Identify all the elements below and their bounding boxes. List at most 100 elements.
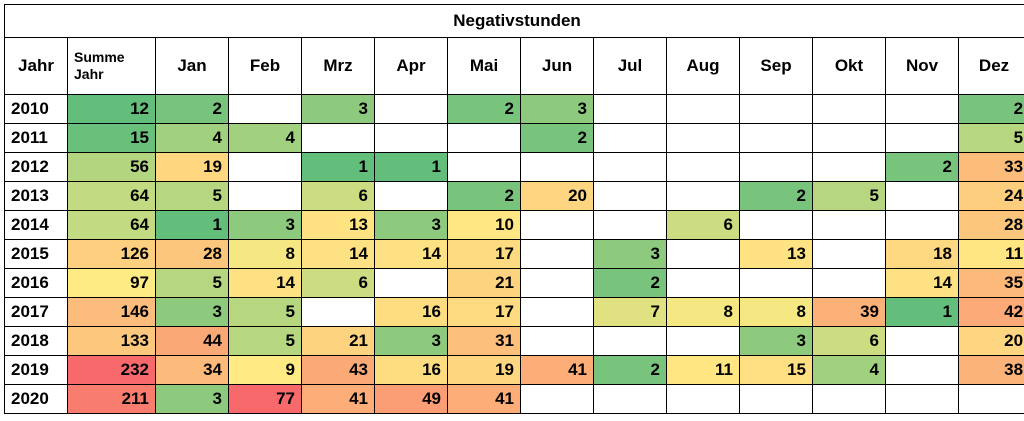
month-cell: 21 xyxy=(447,268,521,298)
month-cell xyxy=(301,123,375,153)
month-cell: 2 xyxy=(957,94,1024,124)
sum-cell: 133 xyxy=(67,326,156,356)
month-cell: 3 xyxy=(593,239,667,269)
month-cell: 20 xyxy=(520,181,594,211)
year-cell: 2014 xyxy=(4,210,68,240)
month-cell: 14 xyxy=(301,239,375,269)
month-cell: 3 xyxy=(301,94,375,124)
month-cell xyxy=(520,239,594,269)
month-cell xyxy=(812,268,886,298)
header-month-aug: Aug xyxy=(666,37,740,95)
month-cell: 19 xyxy=(447,355,521,385)
month-cell: 31 xyxy=(447,326,521,356)
month-cell: 19 xyxy=(155,152,229,182)
month-cell: 21 xyxy=(301,326,375,356)
month-cell: 10 xyxy=(447,210,521,240)
year-cell: 2013 xyxy=(4,181,68,211)
month-cell: 1 xyxy=(155,210,229,240)
sum-cell: 97 xyxy=(67,268,156,298)
month-cell xyxy=(447,152,521,182)
month-cell: 41 xyxy=(520,355,594,385)
month-cell xyxy=(228,94,302,124)
month-cell: 2 xyxy=(593,355,667,385)
month-cell xyxy=(739,210,813,240)
table-row: 2019 232 34 9 43 16 19 41 2 11 15 4 38 xyxy=(4,355,1024,385)
header-month-apr: Apr xyxy=(374,37,448,95)
month-cell: 4 xyxy=(155,123,229,153)
month-cell: 3 xyxy=(520,94,594,124)
month-cell: 3 xyxy=(155,384,229,414)
month-cell: 15 xyxy=(739,355,813,385)
month-cell: 3 xyxy=(374,210,448,240)
month-cell xyxy=(374,123,448,153)
month-cell xyxy=(666,152,740,182)
month-cell: 20 xyxy=(957,326,1024,356)
month-cell: 14 xyxy=(885,268,959,298)
month-cell: 2 xyxy=(155,94,229,124)
month-cell: 2 xyxy=(885,152,959,182)
month-cell xyxy=(520,210,594,240)
header-month-jul: Jul xyxy=(593,37,667,95)
year-cell: 2011 xyxy=(4,123,68,153)
table-row: 2018 133 44 5 21 3 31 3 6 20 xyxy=(4,326,1024,356)
month-cell: 4 xyxy=(812,355,886,385)
month-cell: 13 xyxy=(301,210,375,240)
sum-cell: 64 xyxy=(67,181,156,211)
year-cell: 2018 xyxy=(4,326,68,356)
month-cell: 18 xyxy=(885,239,959,269)
month-cell xyxy=(301,297,375,327)
sum-cell: 64 xyxy=(67,210,156,240)
month-cell xyxy=(374,94,448,124)
month-cell: 2 xyxy=(739,181,813,211)
month-cell: 4 xyxy=(228,123,302,153)
month-cell xyxy=(666,268,740,298)
header-month-nov: Nov xyxy=(885,37,959,95)
year-cell: 2015 xyxy=(4,239,68,269)
header-jahr: Jahr xyxy=(4,37,68,95)
month-cell: 3 xyxy=(155,297,229,327)
header-summe-jahr: Summe Jahr xyxy=(67,37,156,95)
month-cell: 42 xyxy=(957,297,1024,327)
month-cell: 6 xyxy=(812,326,886,356)
sum-cell: 15 xyxy=(67,123,156,153)
header-month-mai: Mai xyxy=(447,37,521,95)
table-row: 2017 146 3 5 16 17 7 8 8 39 1 42 xyxy=(4,297,1024,327)
month-cell xyxy=(520,152,594,182)
table-row: 2013 64 5 6 2 20 2 5 24 xyxy=(4,181,1024,211)
month-cell: 8 xyxy=(739,297,813,327)
table-row: 2012 56 19 1 1 2 33 xyxy=(4,152,1024,182)
month-cell: 33 xyxy=(957,152,1024,182)
month-cell: 5 xyxy=(812,181,886,211)
header-month-jun: Jun xyxy=(520,37,594,95)
month-cell xyxy=(593,123,667,153)
month-cell: 3 xyxy=(374,326,448,356)
month-cell: 24 xyxy=(957,181,1024,211)
month-cell xyxy=(593,326,667,356)
month-cell: 8 xyxy=(228,239,302,269)
month-cell: 77 xyxy=(228,384,302,414)
table-row: 2010 12 2 3 2 3 2 xyxy=(4,94,1024,124)
month-cell xyxy=(885,123,959,153)
month-cell xyxy=(520,297,594,327)
table-row: 2020 211 3 77 41 49 41 xyxy=(4,384,1024,414)
month-cell: 5 xyxy=(228,326,302,356)
month-cell: 16 xyxy=(374,355,448,385)
month-cell: 34 xyxy=(155,355,229,385)
month-cell: 1 xyxy=(374,152,448,182)
month-cell: 17 xyxy=(447,297,521,327)
month-cell xyxy=(812,123,886,153)
month-cell xyxy=(885,94,959,124)
table-row: 2011 15 4 4 2 5 xyxy=(4,123,1024,153)
month-cell xyxy=(520,268,594,298)
month-cell xyxy=(520,384,594,414)
negativstunden-table: Negativstunden Jahr Summe Jahr Jan Feb Mrz Ap… xyxy=(3,4,1024,414)
month-cell xyxy=(593,94,667,124)
month-cell xyxy=(666,326,740,356)
month-cell xyxy=(447,123,521,153)
month-cell xyxy=(739,94,813,124)
month-cell: 6 xyxy=(301,268,375,298)
month-cell: 13 xyxy=(739,239,813,269)
month-cell: 2 xyxy=(447,181,521,211)
table-row: 2014 64 1 3 13 3 10 6 28 xyxy=(4,210,1024,240)
month-cell xyxy=(666,94,740,124)
